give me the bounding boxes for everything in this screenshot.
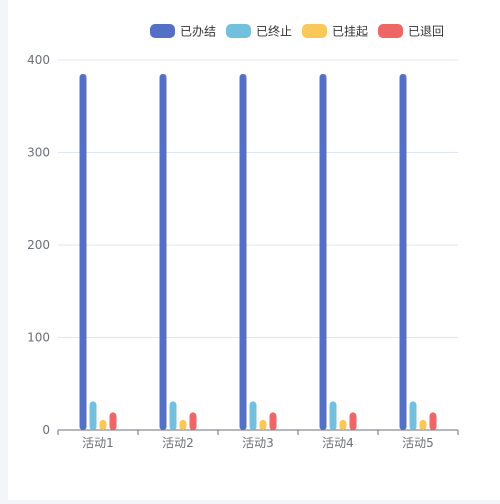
bar-已挂起-活动1[interactable] — [99, 419, 107, 430]
bar-已挂起-活动5[interactable] — [419, 419, 427, 430]
x-tick-label: 活动4 — [322, 436, 354, 450]
bar-已终止-活动3[interactable] — [249, 401, 257, 430]
bar-已办结-活动1[interactable] — [79, 73, 87, 430]
legend[interactable]: 已办结 已终止 已挂起 已退回 — [150, 24, 444, 39]
x-tick-label: 活动1 — [82, 436, 114, 450]
bar-chart: 0 100 200 300 400 活动1 活动2 活动3 活动4 活动5 已办结 已终止 已挂起 已退… — [27, 24, 459, 450]
legend-item[interactable]: 已终止 — [226, 24, 292, 39]
legend-swatch — [302, 24, 327, 38]
bar-已退回-活动4[interactable] — [349, 412, 357, 430]
legend-item[interactable]: 已办结 — [150, 24, 216, 39]
legend-label: 已办结 — [180, 24, 216, 39]
bar-已办结-活动4[interactable] — [319, 73, 327, 430]
bar-已办结-活动2[interactable] — [159, 73, 167, 430]
legend-swatch — [150, 24, 175, 38]
gridlines — [58, 59, 458, 338]
y-tick-label: 0 — [42, 423, 50, 437]
x-tick-label: 活动5 — [402, 436, 434, 450]
bar-已终止-活动2[interactable] — [169, 401, 177, 430]
legend-item[interactable]: 已退回 — [378, 24, 444, 39]
bar-已挂起-活动3[interactable] — [259, 419, 267, 430]
bar-已挂起-活动4[interactable] — [339, 419, 347, 430]
x-tick-label: 活动3 — [242, 436, 274, 450]
y-tick-label: 200 — [27, 238, 50, 252]
legend-label: 已挂起 — [332, 25, 368, 39]
bar-已终止-活动5[interactable] — [409, 401, 417, 430]
bar-已退回-活动1[interactable] — [109, 412, 117, 430]
axes: 0 100 200 300 400 活动1 活动2 活动3 活动4 活动5 — [27, 53, 459, 450]
y-tick-label: 100 — [27, 331, 50, 345]
bar-已终止-活动4[interactable] — [329, 401, 337, 430]
bar-已退回-活动5[interactable] — [429, 412, 437, 430]
legend-swatch — [226, 24, 251, 38]
bar-已办结-活动3[interactable] — [239, 73, 247, 430]
bar-已退回-活动2[interactable] — [189, 412, 197, 430]
y-tick-label: 300 — [27, 146, 50, 160]
legend-item[interactable]: 已挂起 — [302, 24, 368, 39]
chart-panel: 0 100 200 300 400 活动1 活动2 活动3 活动4 活动5 已办结 已终止 已挂起 已退… — [8, 0, 500, 500]
bar-已退回-活动3[interactable] — [269, 412, 277, 430]
bars — [79, 73, 437, 430]
bar-已办结-活动5[interactable] — [399, 73, 407, 430]
legend-label: 已退回 — [408, 25, 444, 39]
x-tick-label: 活动2 — [162, 436, 194, 450]
legend-label: 已终止 — [256, 24, 292, 39]
bar-已终止-活动1[interactable] — [89, 401, 97, 430]
legend-swatch — [378, 24, 403, 38]
y-tick-label: 400 — [27, 53, 50, 67]
bar-已挂起-活动2[interactable] — [179, 419, 187, 430]
